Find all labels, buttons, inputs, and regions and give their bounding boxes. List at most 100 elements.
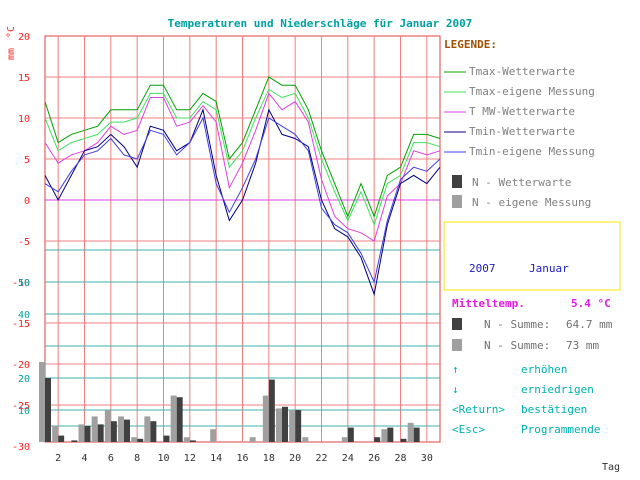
x-axis-label: Tag [602, 462, 620, 473]
precip-bar [110, 421, 117, 442]
precip-bar [387, 427, 394, 442]
help-key: ↓ [452, 383, 459, 396]
sum2-swatch [452, 339, 462, 351]
legend-items: Tmax-Wetterwarte Tmax-eigene Messung T MW-… [444, 65, 595, 209]
legend-label: Tmax-Wetterwarte [469, 65, 575, 78]
precip-bar [276, 408, 282, 442]
precip-bars [39, 362, 420, 442]
sum1-swatch [452, 318, 462, 330]
help-action: erhöhen [521, 363, 567, 376]
precip-bar [183, 437, 190, 442]
temp-tick-label: -30 [12, 442, 30, 453]
precip-bar [58, 435, 65, 442]
help-key: <Esc> [452, 423, 485, 436]
legend-label: T MW-Wetterwarte [469, 105, 575, 118]
temp-lines [44, 76, 441, 297]
precip-bar [249, 437, 256, 442]
x-tick-label: 20 [289, 453, 301, 464]
legend-label: N - Wetterwarte [472, 176, 571, 189]
x-tick-label: 16 [236, 453, 248, 464]
precip-tick-label: 40 [18, 310, 30, 321]
x-tick-label: 2 [55, 453, 61, 464]
temp-series-line [44, 76, 441, 218]
precip-bar [295, 410, 302, 442]
precip-bar [39, 362, 45, 442]
precip-bar [45, 378, 51, 442]
temp-tick-label: -5 [18, 237, 30, 248]
precip-bar [341, 437, 348, 442]
precip-bar [91, 416, 98, 442]
help-panel: ↑ erhöhen ↓ erniedrigen <Return> bestätigen <E… [452, 363, 600, 436]
period-month: Januar [529, 262, 569, 275]
precip-bar [400, 438, 407, 442]
x-tick-label: 22 [315, 453, 327, 464]
x-tick-label: 30 [421, 453, 433, 464]
legend-swatch-bar [452, 195, 462, 208]
stats-panel: Mitteltemp. 5.4 °C N - Summe: 64.7 mm N … [452, 297, 613, 352]
period-box: 2007 Januar [443, 221, 621, 291]
legend-label: Tmax-eigene Messung [469, 85, 595, 98]
precip-tick-label: 50 [18, 278, 30, 289]
precip-bar [144, 416, 151, 442]
precip-bar [118, 416, 124, 442]
legend-label: N - eigene Messung [472, 196, 591, 209]
precip-bar [71, 440, 78, 442]
precip-bar [289, 410, 296, 442]
precip-bar [210, 429, 217, 442]
precip-bar [262, 395, 269, 442]
precip-bar [84, 426, 91, 442]
x-tick-label: 8 [134, 453, 140, 464]
help-key: <Return> [452, 403, 505, 416]
precip-bar [97, 424, 104, 442]
help-action: bestätigen [521, 403, 587, 416]
precip-bar [347, 427, 354, 442]
precip-bar [268, 379, 275, 442]
help-key: ↑ [452, 363, 459, 376]
temp-tick-label: 15 [18, 73, 30, 84]
temp-tick-label: -15 [12, 319, 30, 330]
chart-grid [44, 35, 441, 443]
precip-bar [381, 429, 388, 442]
legend-label: Tmin-Wetterwarte [469, 125, 575, 138]
mittel-value: 5.4 °C [571, 297, 611, 310]
temp-tick-label: 5 [24, 155, 30, 166]
precip-bar [78, 424, 85, 442]
legend-title: LEGENDE: [444, 38, 497, 51]
x-tick-label: 6 [108, 453, 114, 464]
temp-series-line [44, 108, 441, 297]
temp-series-line [44, 92, 441, 242]
help-action: erniedrigen [521, 383, 594, 396]
x-tick-label: 4 [81, 453, 87, 464]
precip-bar [137, 438, 144, 442]
temp-tick-label: -20 [12, 360, 30, 371]
precip-bar [282, 406, 288, 442]
x-tick-label: 26 [368, 453, 380, 464]
unit-mm-label: mm [6, 48, 17, 60]
temp-tick-label: 0 [24, 196, 30, 207]
precip-bar [407, 422, 414, 442]
temp-tick-label: -10 [12, 278, 30, 289]
sum2-value: 73 mm [566, 339, 599, 352]
chart-title: Temperaturen und Niederschläge für Janua… [168, 17, 473, 30]
temp-series-line [44, 88, 441, 227]
x-tick-label: 18 [263, 453, 275, 464]
x-tick-label: 28 [394, 453, 406, 464]
precip-bar [150, 421, 157, 442]
temp-tick-label: -25 [12, 401, 30, 412]
precip-bar [374, 437, 381, 442]
help-action: Programmende [521, 423, 600, 436]
sum1-value: 64.7 mm [566, 318, 613, 331]
x-tick-label: 14 [210, 453, 222, 464]
precip-bar [176, 397, 183, 442]
temp-tick-label: 10 [18, 114, 30, 125]
legend-panel: LEGENDE: Tmax-Wetterwarte Tmax-eigene Mes… [444, 38, 595, 209]
precip-bar [189, 440, 196, 442]
precip-bar [302, 437, 309, 442]
sum2-label: N - Summe: [484, 339, 550, 352]
period-year: 2007 [469, 262, 496, 275]
temp-series-line [44, 116, 441, 284]
x-tick-label: 24 [342, 453, 354, 464]
precip-bar [413, 427, 420, 442]
